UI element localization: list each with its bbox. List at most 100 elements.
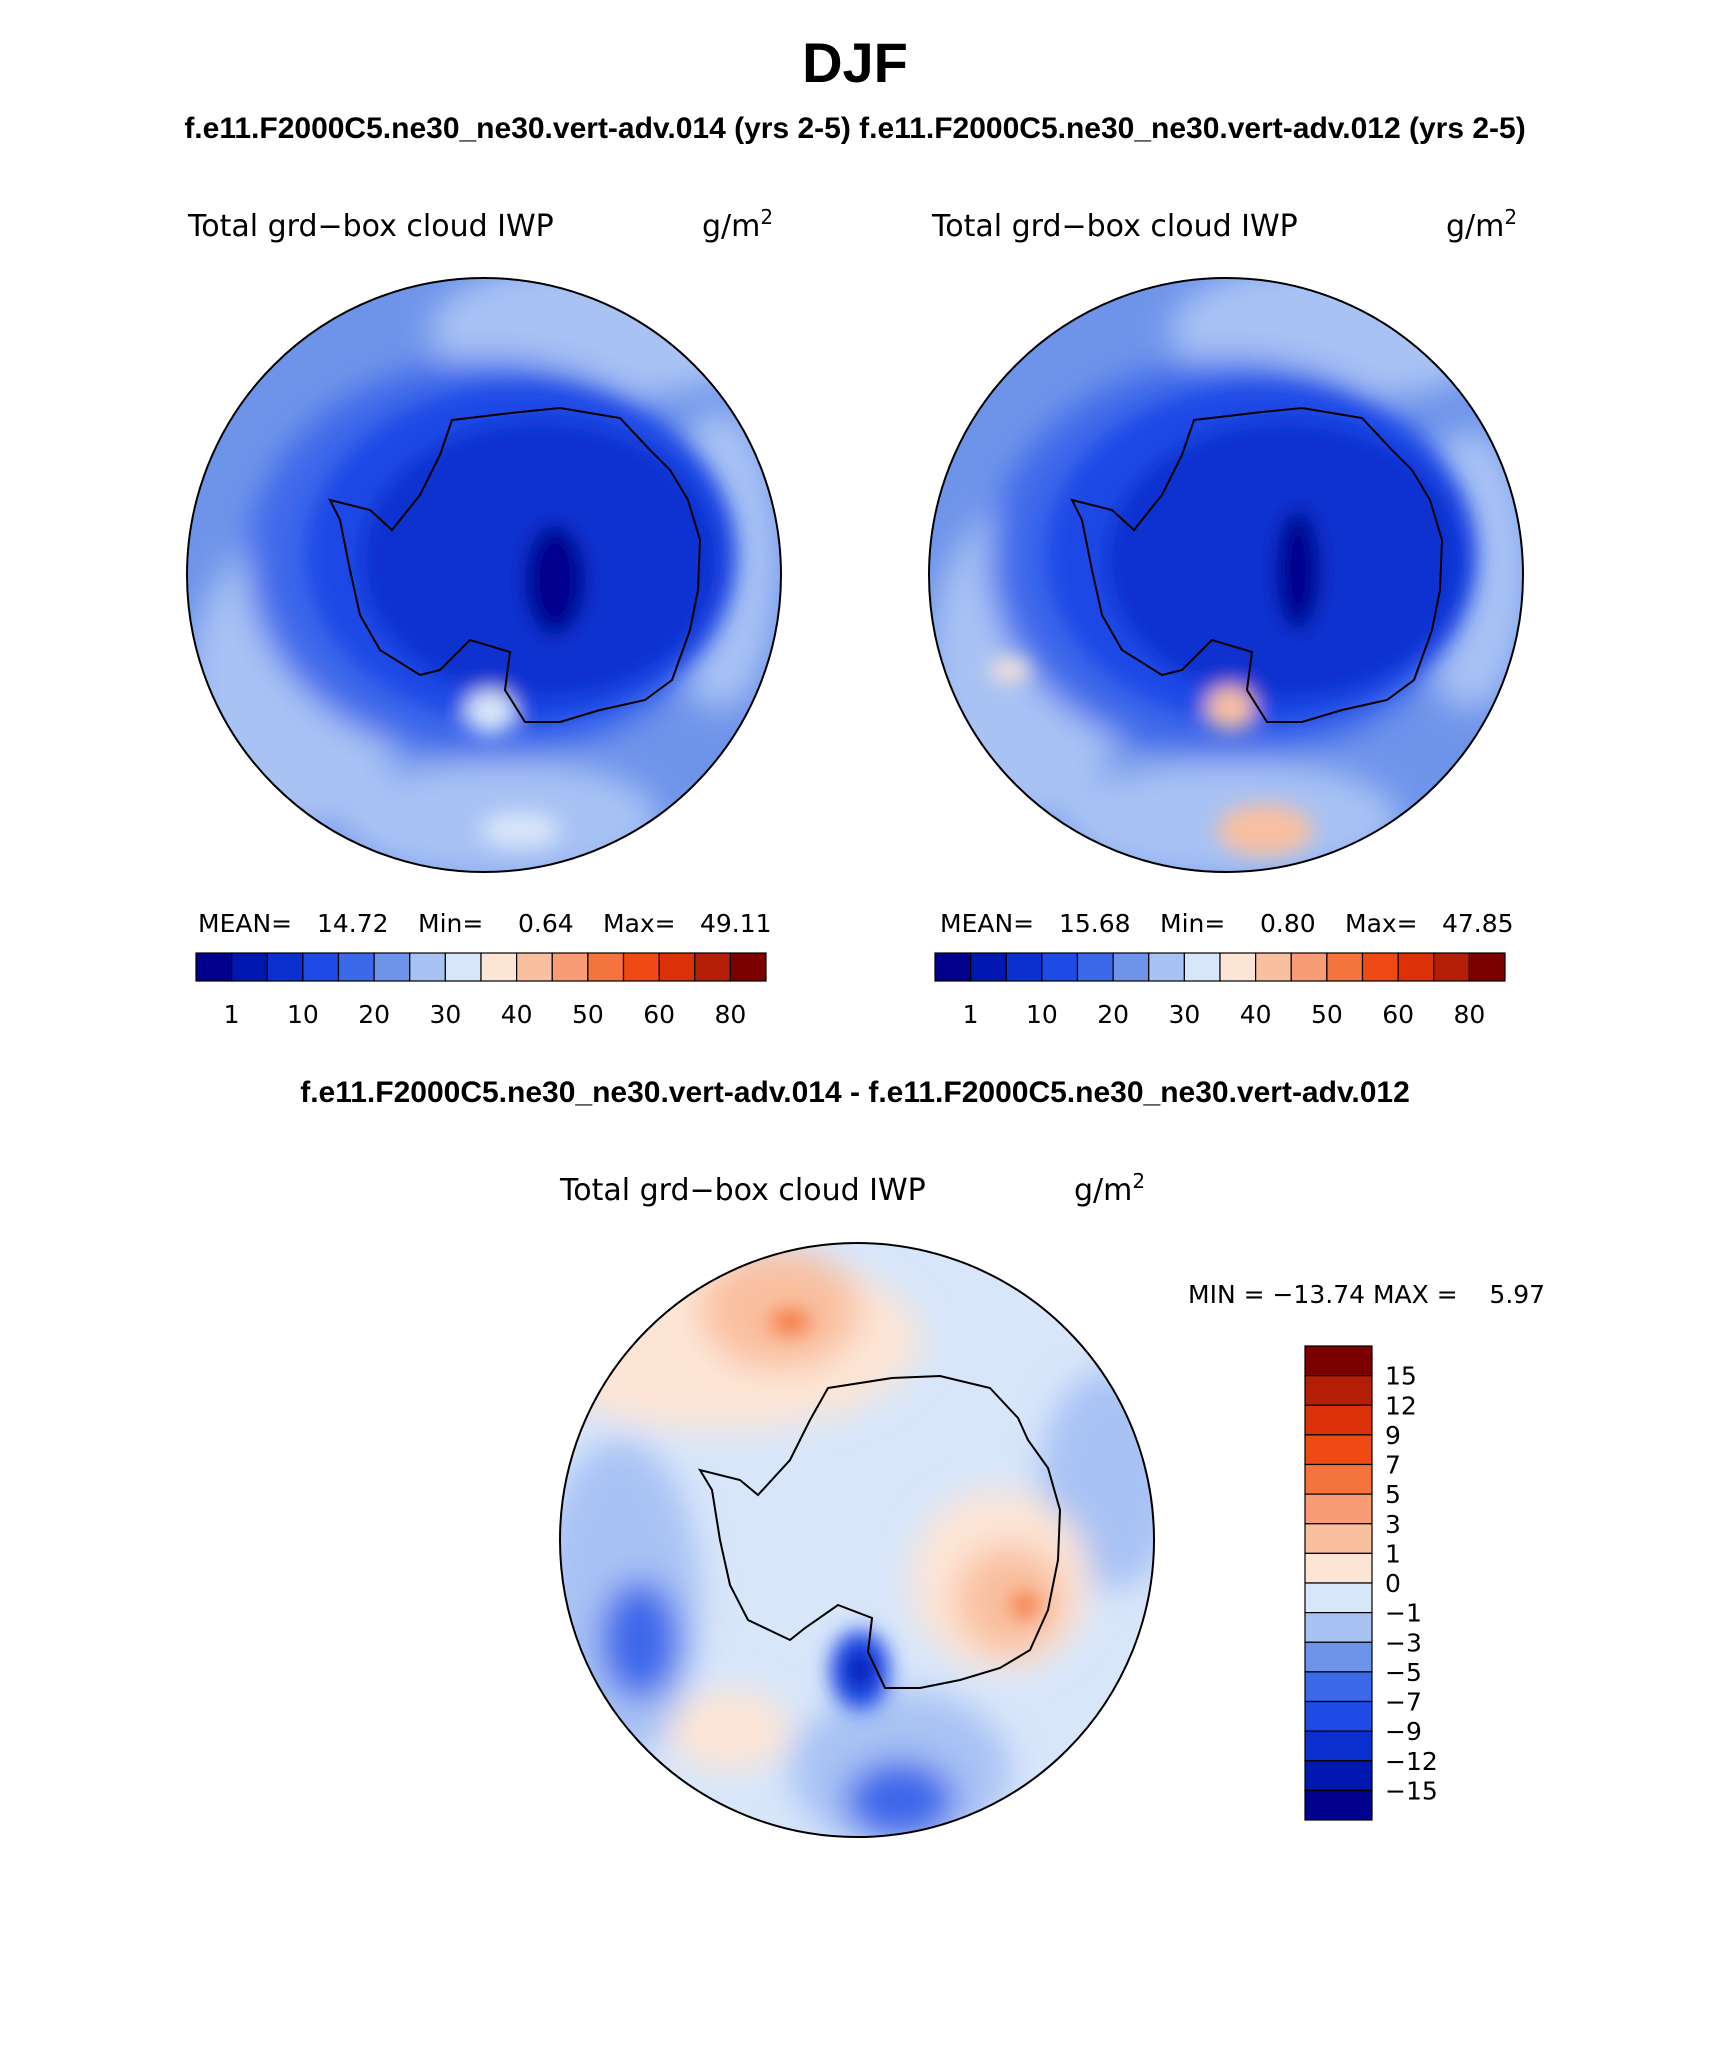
colorbar-swatch (195, 952, 233, 982)
svg-text:0.80: 0.80 (1260, 909, 1316, 938)
colorbar-swatch (409, 952, 446, 982)
colorbar-tick-label: 60 (1382, 1000, 1414, 1029)
colorbar-swatch (1304, 1375, 1373, 1406)
colorbar-swatch (1304, 1700, 1373, 1732)
panel-2-variable: Total grd−box cloud IWP (931, 209, 1298, 244)
colorbar-swatch (587, 952, 625, 982)
svg-text:47.85: 47.85 (1442, 909, 1514, 938)
colorbar-swatch (1219, 952, 1257, 982)
colorbar-tick-label: 80 (1453, 1000, 1485, 1029)
colorbar-swatch (1326, 952, 1364, 982)
colorbar-tick-label: 1 (1385, 1539, 1401, 1568)
colorbar-tick-label: −9 (1385, 1717, 1422, 1746)
colorbar-swatch (622, 952, 660, 982)
panel-1-stats: MEAN= 14.72 Min= 0.64 Max= 49.11 (198, 909, 772, 938)
difference-panel: Total grd−box cloud IWP g/m2 (559, 1169, 1545, 1838)
colorbar-swatch (1148, 952, 1185, 982)
colorbar-swatch (1304, 1463, 1373, 1495)
panel-1-field (187, 278, 781, 872)
colorbar-swatch (694, 952, 731, 982)
panel-1-variable: Total grd−box cloud IWP (187, 209, 554, 244)
svg-text:Min=: Min= (418, 909, 483, 938)
difference-title: f.e11.F2000C5.ne30_ne30.vert-adv.014 - f… (300, 1076, 1410, 1109)
antarctica-coastline (328, 406, 702, 723)
colorbar-tick-label: 30 (429, 1000, 461, 1029)
colorbar-swatch (1304, 1345, 1373, 1377)
colorbar-swatch (729, 952, 767, 982)
colorbar-swatch (1304, 1789, 1373, 1821)
colorbar-tick-label: 3 (1385, 1510, 1401, 1539)
colorbar-swatch (1304, 1641, 1373, 1673)
colorbar-swatch (444, 952, 482, 982)
case-titles: f.e11.F2000C5.ne30_ne30.vert-adv.014 (yr… (184, 112, 1526, 145)
colorbar-swatch (1183, 952, 1221, 982)
svg-text:Min=: Min= (1160, 909, 1225, 938)
colorbar-swatch (1041, 952, 1079, 982)
colorbar-tick-label: 10 (287, 1000, 319, 1029)
difference-field (560, 1243, 1154, 1837)
colorbar-tick-label: 15 (1385, 1362, 1417, 1391)
colorbar-tick-label: 1 (963, 1000, 979, 1029)
panel-1-boundary (186, 277, 782, 873)
colorbar-tick-label: 50 (572, 1000, 604, 1029)
antarctica-coastline (1070, 406, 1444, 723)
difference-boundary (559, 1242, 1155, 1838)
map-panel-1: Total grd−box cloud IWP g/m2 MEAN= (186, 205, 782, 1029)
colorbar-swatch (1076, 952, 1114, 982)
svg-text:MEAN=: MEAN= (940, 909, 1034, 938)
svg-text:Max=: Max= (603, 909, 676, 938)
panel-1-colorbar: 1 10 20 30 40 50 60 80 (195, 952, 767, 1029)
panel-1-units: g/m2 (702, 205, 773, 244)
colorbar-swatch (1304, 1582, 1373, 1614)
svg-text:15.68: 15.68 (1059, 909, 1131, 938)
colorbar-tick-label: 20 (1097, 1000, 1129, 1029)
colorbar-tick-label: 80 (714, 1000, 746, 1029)
map-panel-2: Total grd−box cloud IWP g/m2 (928, 205, 1524, 1029)
colorbar-swatch (1304, 1523, 1373, 1554)
colorbar-swatch (1304, 1671, 1373, 1703)
colorbar-swatch (1304, 1552, 1373, 1584)
colorbar-swatch (1255, 952, 1292, 982)
colorbar-tick-label: 1 (224, 1000, 240, 1029)
panel-2-boundary (928, 277, 1524, 873)
colorbar-swatch (1433, 952, 1470, 982)
colorbar-tick-label: −3 (1385, 1628, 1422, 1657)
colorbar-tick-label: 60 (643, 1000, 675, 1029)
panel-2-units: g/m2 (1446, 205, 1517, 244)
colorbar-swatch (1468, 952, 1506, 982)
colorbar-swatch (1304, 1493, 1373, 1525)
colorbar-tick-label: 12 (1385, 1391, 1417, 1420)
colorbar-tick-label: 30 (1168, 1000, 1200, 1029)
colorbar-swatch (266, 952, 304, 982)
diff-variable: Total grd−box cloud IWP (559, 1173, 926, 1208)
colorbar-tick-label: 40 (1240, 1000, 1272, 1029)
colorbar-swatch (1304, 1404, 1373, 1436)
colorbar-tick-label: −15 (1385, 1776, 1438, 1805)
colorbar-swatch (1361, 952, 1399, 982)
diff-units: g/m2 (1074, 1169, 1145, 1208)
colorbar-swatch (1304, 1612, 1373, 1643)
colorbar-tick-label: −1 (1385, 1599, 1422, 1628)
diff-min-max: MIN = −13.74 MAX = 5.97 (1188, 1280, 1545, 1309)
colorbar-swatch (970, 952, 1007, 982)
colorbar-tick-label: 20 (358, 1000, 390, 1029)
colorbar-swatch (231, 952, 268, 982)
svg-text:Max=: Max= (1345, 909, 1418, 938)
page-title: DJF (802, 31, 908, 94)
colorbar-tick-label: 10 (1026, 1000, 1058, 1029)
panel-2-stats: MEAN= 15.68 Min= 0.80 Max= 47.85 (940, 909, 1514, 938)
colorbar-tick-label: 40 (501, 1000, 533, 1029)
colorbar-tick-label: 9 (1385, 1421, 1401, 1450)
colorbar-tick-label: 50 (1311, 1000, 1343, 1029)
antarctica-coastline (697, 1374, 1062, 1689)
svg-text:49.11: 49.11 (700, 909, 772, 938)
colorbar-tick-label: −12 (1385, 1747, 1438, 1776)
colorbar-swatch (551, 952, 589, 982)
colorbar-swatch (934, 952, 972, 982)
colorbar-swatch (1290, 952, 1328, 982)
colorbar-tick-label: 5 (1385, 1480, 1401, 1509)
panel-2-field (929, 278, 1523, 872)
colorbar-swatch (1005, 952, 1043, 982)
svg-text:MEAN=: MEAN= (198, 909, 292, 938)
